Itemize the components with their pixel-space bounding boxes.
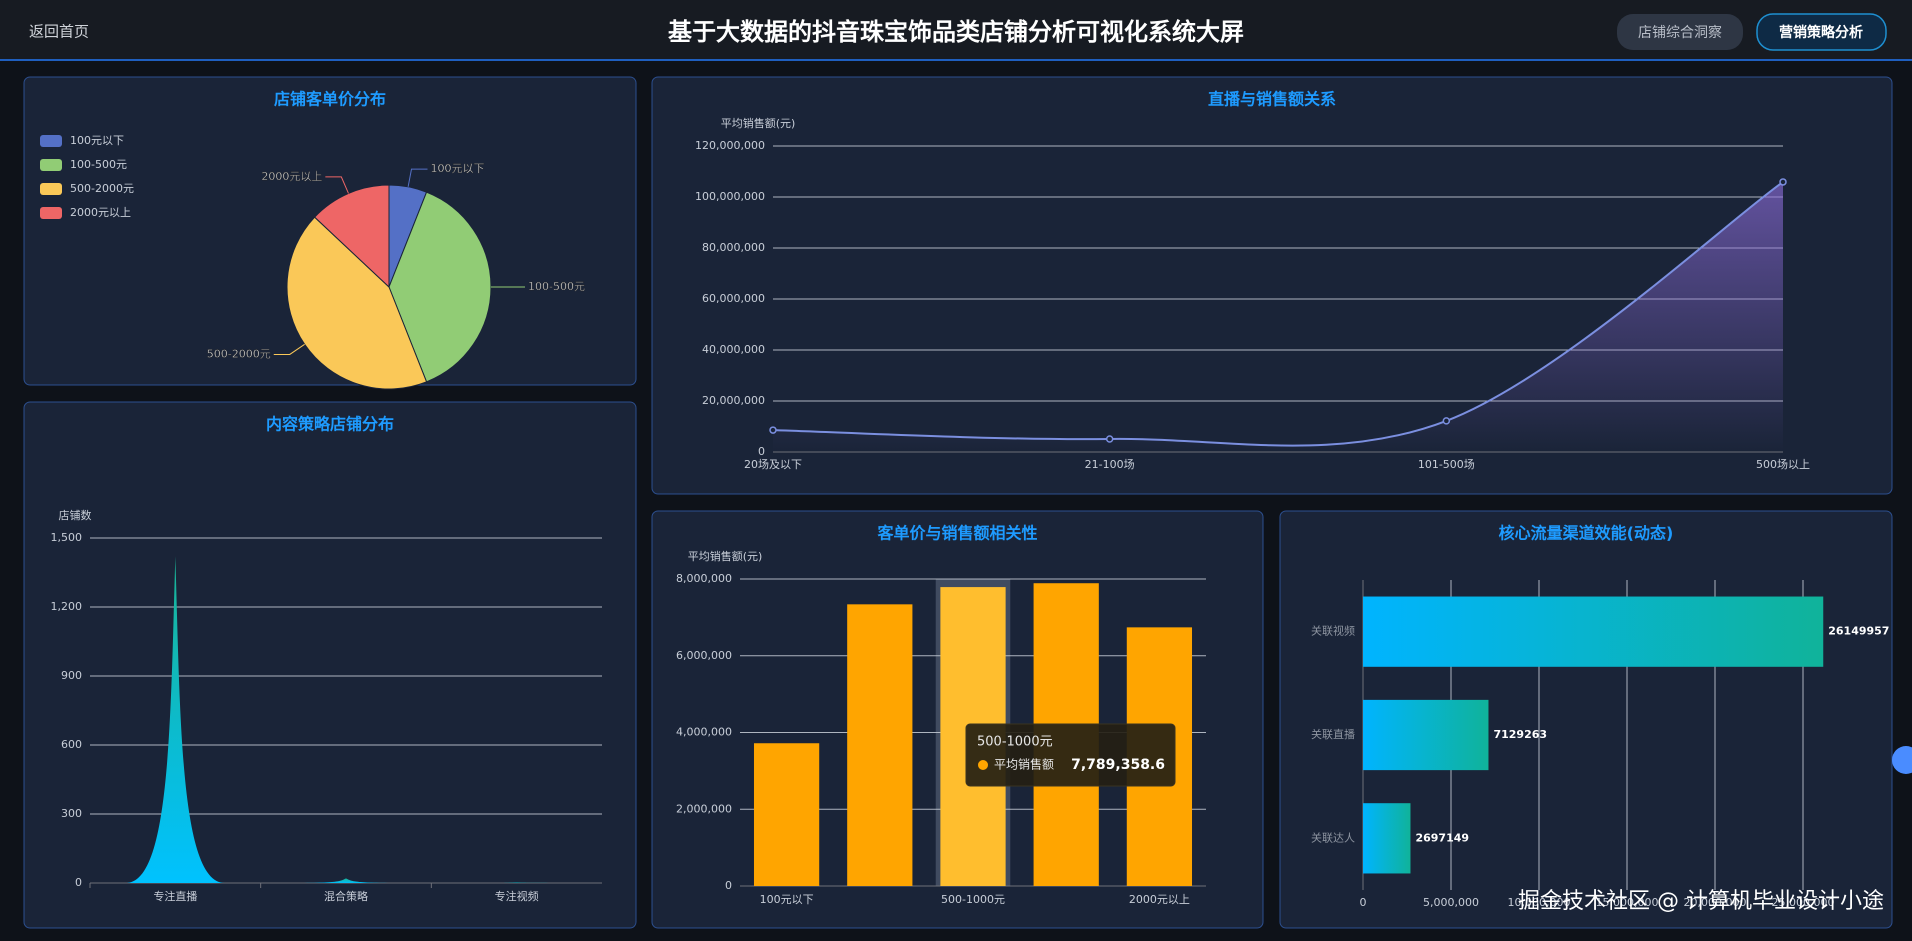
x-tick-label: 10,000,000 <box>1508 896 1571 909</box>
y-tick-label: 0 <box>75 876 82 889</box>
pie-slice <box>388 191 492 383</box>
header-bar <box>0 0 1912 60</box>
x-tick-label: 2000元以上 <box>1129 893 1190 906</box>
line-point <box>1442 417 1451 425</box>
x-tick-label: 20场及以下 <box>744 457 802 471</box>
chart-title: 店铺客单价分布 <box>274 90 386 109</box>
label-leader <box>325 176 349 194</box>
page-title: 基于大数据的抖音珠宝饰品类店铺分析可视化系统大屏 <box>668 18 1244 46</box>
line-point <box>1105 435 1114 443</box>
value-label: 26149957 <box>1828 625 1889 638</box>
x-tick-label: 500场以上 <box>1756 457 1810 471</box>
slice-label: 500-2000元 <box>207 347 271 360</box>
y-tick-label: 4,000,000 <box>676 726 732 739</box>
y-tick-label: 60,000,000 <box>702 292 765 305</box>
y-axis-label: 店铺数 <box>59 508 92 522</box>
x-tick-label: 101-500场 <box>1418 457 1475 471</box>
tooltip-value: 7,789,358.6 <box>1071 757 1165 773</box>
y-tick-label: 6,000,000 <box>676 649 732 662</box>
line-point <box>769 426 777 434</box>
y-axis-label: 平均销售额(元) <box>688 549 763 563</box>
legend-swatch <box>40 183 62 195</box>
tab-label[interactable]: 店铺综合洞察 <box>1638 24 1722 41</box>
x-tick-label: 0 <box>1360 896 1367 909</box>
x-tick-label: 20,000,000 <box>1684 896 1747 909</box>
pie-slice <box>286 216 428 390</box>
y-axis-label: 平均销售额(元) <box>721 116 796 130</box>
x-tick-label: 15,000,000 <box>1596 896 1659 909</box>
line-point <box>1779 178 1787 186</box>
x-tick-label: 混合策略 <box>324 889 368 903</box>
y-tick-label: 80,000,000 <box>702 241 765 254</box>
y-tick-label: 100,000,000 <box>695 190 765 203</box>
y-tick-label: 关联视频 <box>1311 624 1355 638</box>
bar <box>1363 699 1489 771</box>
bar <box>1363 803 1411 874</box>
y-tick-label: 40,000,000 <box>702 343 765 356</box>
x-tick-label: 100元以下 <box>760 893 814 906</box>
slice-label: 100元以下 <box>430 162 484 175</box>
legend-swatch <box>40 135 62 147</box>
x-tick-label: 专注视频 <box>495 889 539 903</box>
legend-label: 100元以下 <box>70 134 124 147</box>
bar <box>847 604 913 886</box>
tab-button-active[interactable] <box>1756 13 1887 51</box>
x-tick-label: 专注直播 <box>153 889 197 903</box>
tooltip-marker <box>978 760 988 770</box>
y-tick-label: 关联直播 <box>1311 727 1355 741</box>
y-tick-label: 8,000,000 <box>676 572 732 585</box>
line-series <box>772 181 1784 447</box>
chart-title: 客单价与销售额相关性 <box>877 524 1037 543</box>
chart-title: 核心流量渠道效能(动态) <box>1499 524 1674 543</box>
tooltip-box <box>965 723 1176 787</box>
watermark: 掘金技术社区 @ 计算机毕业设计小途 <box>1518 889 1884 914</box>
y-tick-label: 1,500 <box>51 531 83 544</box>
y-tick-label: 1,200 <box>51 600 83 613</box>
x-tick-label: 500-1000元 <box>941 893 1005 906</box>
legend-swatch <box>40 207 62 219</box>
tooltip-title: 500-1000元 <box>977 735 1053 750</box>
bar <box>753 743 820 886</box>
y-tick-label: 600 <box>61 738 82 751</box>
x-tick-label: 5,000,000 <box>1423 896 1479 909</box>
value-label: 2697149 <box>1415 831 1469 844</box>
y-tick-label: 20,000,000 <box>702 394 765 407</box>
peak <box>296 878 396 883</box>
chart-title: 内容策略店铺分布 <box>266 415 394 434</box>
y-tick-label: 300 <box>61 807 82 820</box>
bar <box>1363 596 1824 667</box>
legend-swatch <box>40 159 62 171</box>
y-tick-label: 0 <box>758 445 765 458</box>
label-leader <box>273 343 305 355</box>
panel <box>23 401 637 929</box>
back-link[interactable]: 返回首页 <box>29 23 89 41</box>
legend-label: 2000元以上 <box>70 206 131 219</box>
charts: 店铺客单价分布 100元以下 100-500元 500-2000元 2000元以上 100… <box>23 76 1893 929</box>
slice-label: 2000元以上 <box>261 170 322 183</box>
label-leader <box>407 168 428 187</box>
x-tick-label: 25,000,000 <box>1772 896 1835 909</box>
slice-label: 100-500元 <box>528 280 585 293</box>
line-area <box>773 181 1783 452</box>
y-tick-label: 120,000,000 <box>695 139 765 152</box>
value-label: 7129263 <box>1493 728 1547 741</box>
tooltip-series: 平均销售额 <box>994 757 1054 772</box>
x-tick-label: 21-100场 <box>1085 457 1135 471</box>
tab-label[interactable]: 营销策略分析 <box>1779 24 1863 41</box>
y-tick-label: 0 <box>725 879 732 892</box>
y-tick-label: 关联达人 <box>1311 830 1355 844</box>
y-tick-label: 900 <box>61 669 82 682</box>
y-tick-label: 2,000,000 <box>676 802 732 815</box>
peak <box>125 556 225 883</box>
legend-label: 500-2000元 <box>70 182 134 195</box>
legend-label: 100-500元 <box>70 158 127 171</box>
tab-button[interactable] <box>1617 14 1743 50</box>
chart-title: 直播与销售额关系 <box>1208 90 1336 109</box>
side-toggle[interactable] <box>1892 746 1912 774</box>
